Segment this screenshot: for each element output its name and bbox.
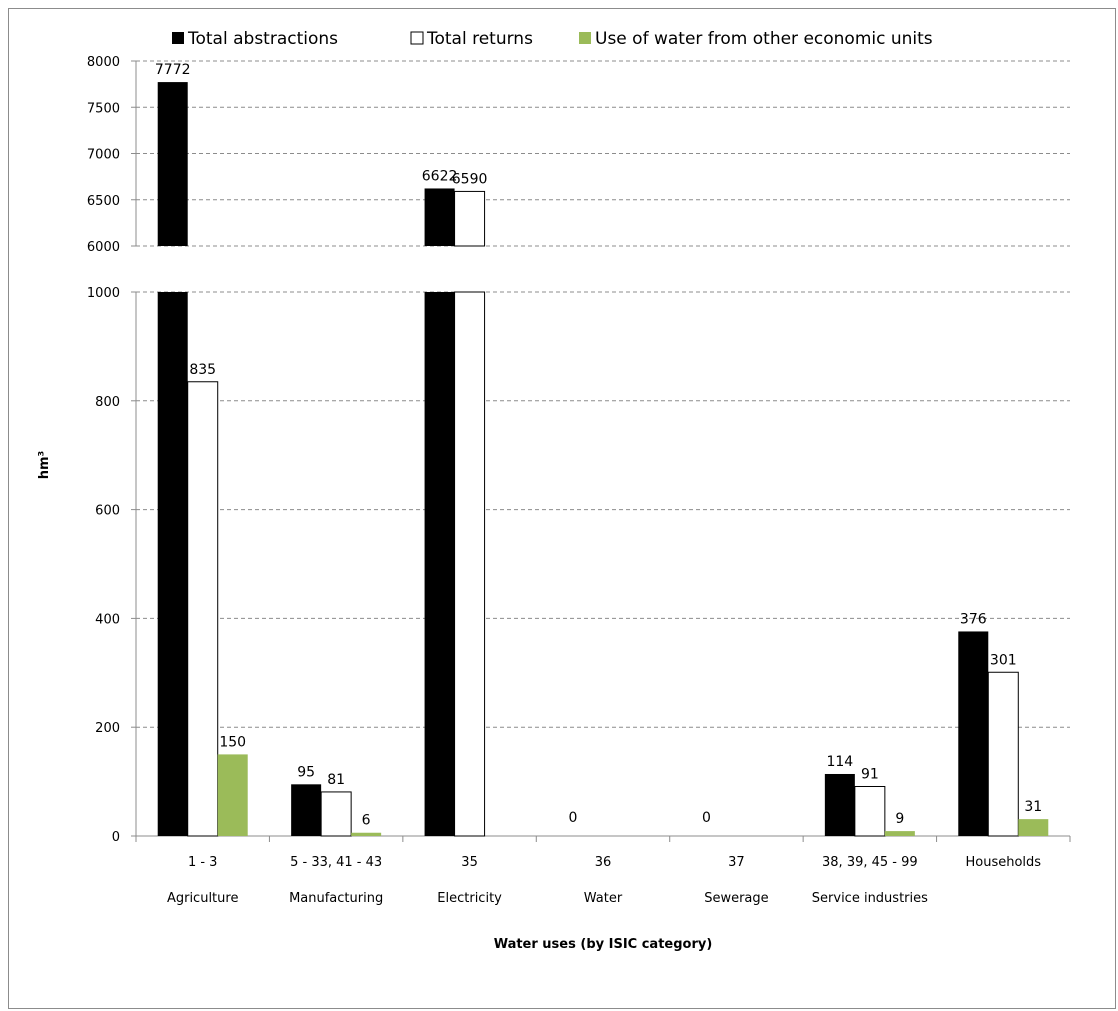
data-label: 6622	[422, 168, 458, 184]
bar-other-units	[351, 832, 382, 836]
bar-returns	[454, 291, 486, 837]
y-tick-label: 6500	[87, 194, 120, 209]
bar-abstractions	[824, 773, 855, 836]
data-label: 91	[861, 766, 879, 782]
legend-swatch	[410, 31, 424, 45]
bar-returns	[987, 671, 1019, 837]
y-tick-label: 600	[95, 504, 120, 519]
y-tick-label: 200	[95, 721, 120, 736]
bar-other-units	[217, 754, 248, 836]
bar-abstractions	[291, 784, 322, 836]
bar-abstractions	[958, 631, 989, 836]
category-code-label: 1 - 3	[188, 855, 218, 870]
data-label: 31	[1024, 799, 1042, 815]
legend-swatch	[579, 32, 591, 44]
category-code-label: 36	[595, 855, 612, 870]
bar-abstractions	[157, 292, 188, 836]
data-label: 0	[702, 810, 711, 826]
category-name-label: Manufacturing	[289, 891, 383, 906]
legend-label: Use of water from other economic units	[595, 29, 933, 49]
bar-returns-upper	[454, 190, 486, 247]
category-name-label: Agriculture	[167, 891, 239, 906]
data-label: 114	[826, 754, 853, 770]
data-label: 301	[990, 652, 1017, 668]
data-label: 376	[960, 611, 987, 627]
x-axis-title: Water uses (by ISIC category)	[494, 937, 713, 952]
bar-returns	[320, 791, 352, 837]
category-code-label: 38, 39, 45 - 99	[822, 855, 918, 870]
y-tick-label: 8000	[87, 55, 120, 70]
bar-returns	[854, 785, 886, 837]
data-label: 9	[895, 811, 904, 827]
category-code-label: 35	[461, 855, 478, 870]
y-axis-title: hm³	[37, 451, 52, 480]
bar-other-units	[884, 831, 915, 836]
category-name-label: Electricity	[437, 891, 502, 906]
y-tick-label: 400	[95, 612, 120, 627]
y-tick-label: 7000	[87, 148, 120, 163]
data-label: 150	[219, 734, 246, 750]
y-tick-label: 6000	[87, 240, 120, 255]
y-tick-label: 7500	[87, 101, 120, 116]
data-label: 0	[569, 810, 578, 826]
bar-abstractions-upper	[157, 82, 188, 246]
data-label: 6	[362, 813, 371, 829]
y-tick-label: 800	[95, 395, 120, 410]
data-label: 7772	[155, 62, 191, 78]
category-name-label: Water	[584, 891, 623, 906]
legend-swatch	[172, 32, 184, 44]
data-label: 6590	[452, 171, 488, 187]
category-code-label: Households	[965, 855, 1041, 870]
category-name-label: Sewerage	[704, 891, 768, 906]
category-code-label: 5 - 33, 41 - 43	[290, 855, 382, 870]
category-name-label: Service industries	[812, 891, 928, 906]
category-code-label: 37	[728, 855, 745, 870]
data-label: 81	[327, 772, 345, 788]
bar-returns	[187, 381, 219, 837]
bar-abstractions	[424, 292, 455, 836]
data-label: 835	[189, 362, 216, 378]
legend-label: Total abstractions	[187, 29, 338, 49]
y-tick-label: 0	[112, 830, 120, 845]
bar-abstractions-upper	[424, 188, 455, 246]
data-label: 95	[297, 764, 315, 780]
y-tick-label: 1000	[87, 286, 120, 301]
bar-other-units	[1018, 819, 1049, 836]
legend-label: Total returns	[426, 29, 533, 49]
